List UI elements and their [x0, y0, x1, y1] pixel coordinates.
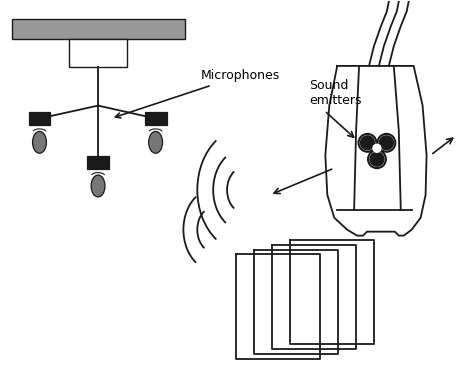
- Text: Microphones: Microphones: [115, 69, 280, 118]
- FancyBboxPatch shape: [145, 112, 166, 125]
- Polygon shape: [290, 240, 374, 344]
- Polygon shape: [272, 244, 356, 349]
- Polygon shape: [325, 66, 427, 236]
- Polygon shape: [236, 255, 320, 359]
- Circle shape: [377, 134, 395, 152]
- Circle shape: [368, 150, 386, 168]
- Circle shape: [373, 144, 381, 152]
- Polygon shape: [254, 250, 338, 354]
- FancyBboxPatch shape: [69, 39, 127, 67]
- Ellipse shape: [149, 131, 163, 153]
- Circle shape: [380, 136, 393, 150]
- FancyBboxPatch shape: [87, 156, 109, 169]
- Circle shape: [358, 134, 376, 152]
- Ellipse shape: [33, 131, 46, 153]
- Ellipse shape: [91, 175, 105, 197]
- FancyBboxPatch shape: [12, 19, 185, 39]
- Circle shape: [373, 144, 381, 152]
- Circle shape: [370, 152, 384, 166]
- FancyBboxPatch shape: [28, 112, 50, 125]
- Circle shape: [361, 136, 374, 150]
- Text: Sound
emitters: Sound emitters: [310, 79, 362, 107]
